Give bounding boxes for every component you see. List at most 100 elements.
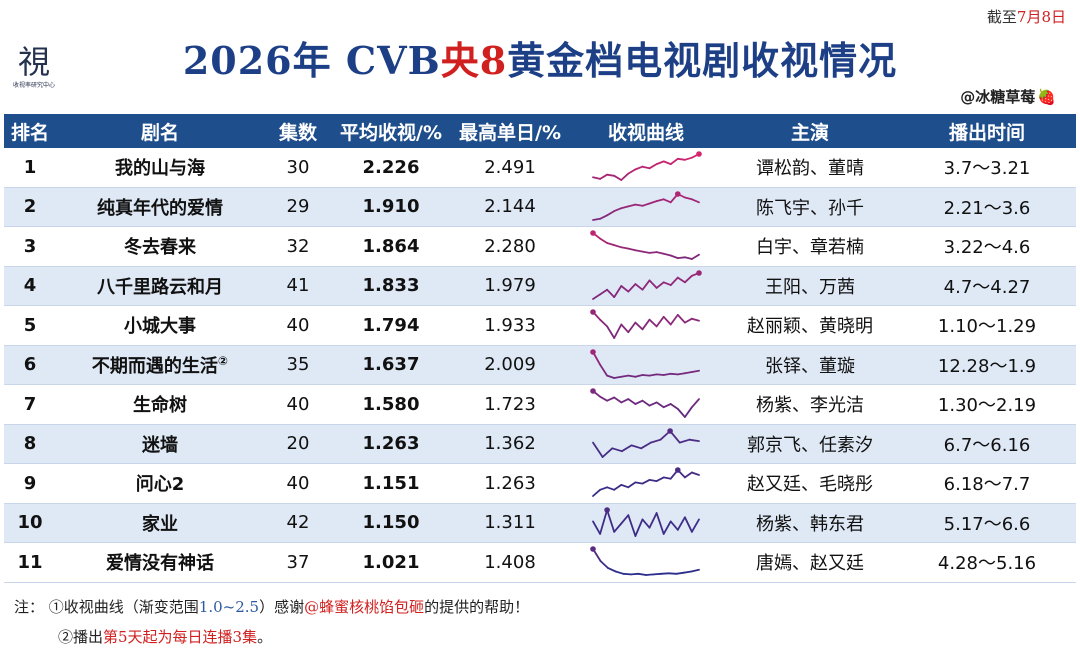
curve-segment — [662, 520, 672, 535]
curve-segment — [684, 157, 693, 161]
row-period-text: 1.10～1.29 — [937, 316, 1037, 338]
row-avg-rating: 1.794 — [332, 305, 450, 346]
curve-segment — [676, 516, 686, 531]
deadline-prefix: 截至 — [986, 8, 1017, 26]
curve-segment — [675, 572, 685, 575]
curve-segment — [620, 398, 630, 404]
rating-curve — [590, 230, 700, 261]
curve-segment — [613, 175, 623, 182]
rating-curve — [592, 427, 700, 458]
row-title-text: 家业 — [142, 513, 178, 535]
curve-segment — [620, 172, 630, 182]
row-title-note: ② — [217, 353, 229, 368]
row-cast: 陈飞宇、孙千 — [722, 187, 898, 227]
rating-curve — [592, 151, 702, 182]
curve-segment — [627, 514, 637, 537]
curve-segment — [620, 484, 630, 489]
curve-segment — [641, 400, 651, 407]
footnote-1: 注： ①收视曲线（渐变范围1.0~2.5）感谢@蜂蜜核桃馅包砸的提供的帮助！ — [14, 592, 529, 622]
row-period: 2.21～3.6 — [898, 187, 1076, 227]
row-curve — [570, 226, 722, 267]
row-title-text: 迷墙 — [142, 434, 178, 456]
curve-segment — [645, 573, 655, 577]
row-title-text: 纯真年代的爱情 — [97, 197, 223, 219]
curve-segment — [613, 484, 623, 491]
curve-segment — [606, 396, 616, 402]
curve-segment — [627, 374, 637, 378]
curve-segment — [669, 158, 679, 166]
row-peak-rating-text: 1.979 — [484, 275, 536, 297]
row-peak-rating: 1.979 — [450, 266, 570, 306]
row-avg-rating: 1.151 — [332, 463, 450, 504]
curve-segment — [599, 319, 609, 328]
curve-segment — [640, 441, 652, 449]
row-cast-text: 白宇、章若楠 — [756, 237, 864, 259]
col-header-peak: 最高单日/% — [450, 114, 570, 148]
row-period-text: 3.7～3.21 — [943, 158, 1031, 180]
row-period: 1.30～2.19 — [898, 384, 1076, 425]
row-avg-rating-text: 1.263 — [362, 433, 420, 455]
curve-segment — [599, 214, 609, 220]
curve-segment — [613, 284, 623, 298]
row-rank-text: 2 — [23, 196, 37, 218]
row-cast-text: 王阳、万茜 — [765, 276, 855, 298]
row-peak-rating-text: 1.263 — [484, 472, 536, 494]
curve-segment — [667, 572, 678, 575]
row-cast: 郭京飞、任素汐 — [722, 424, 898, 464]
row-episodes: 41 — [264, 266, 332, 306]
row-period-text: 4.7～4.27 — [943, 276, 1031, 298]
curve-segment — [613, 323, 623, 340]
row-episodes-text: 40 — [286, 314, 310, 336]
curve-segment — [648, 279, 658, 289]
curve-segment — [620, 444, 633, 452]
row-rank: 10 — [4, 503, 56, 543]
row-title-text: 八千里路云和月 — [97, 276, 223, 298]
curve-segment — [691, 198, 700, 203]
curve-segment — [655, 316, 665, 328]
curve-segment — [599, 508, 609, 535]
curve-segment — [592, 293, 602, 300]
curve-segment — [620, 205, 630, 209]
row-cast: 唐嫣、赵又廷 — [722, 542, 898, 583]
row-peak-rating: 1.311 — [450, 503, 570, 543]
logo: 視 收视率研究中心 — [10, 42, 58, 98]
row-avg-rating-text: 2.226 — [362, 156, 420, 178]
curve-segment — [592, 489, 602, 498]
row-peak-rating-text: 1.311 — [484, 512, 536, 534]
deadline-date: 7月8日 — [1016, 8, 1066, 26]
curve-peak-point — [667, 427, 673, 434]
curve-segment — [652, 573, 662, 576]
row-episodes-text: 42 — [286, 512, 310, 534]
row-period-text: 2.21～3.6 — [943, 197, 1031, 219]
row-cast-text: 谭松韵、董晴 — [756, 158, 864, 180]
row-curve — [570, 305, 722, 346]
ratings-table: 排名 剧名 集数 平均收视/% 最高单日/% 收视曲线 主演 播出时间 1 我的山… — [4, 114, 1076, 583]
row-title: 生命树 — [56, 384, 264, 425]
curve-segment — [669, 520, 679, 531]
row-episodes: 32 — [264, 226, 332, 267]
curve-segment — [627, 247, 637, 252]
row-cast: 赵又廷、毛晓彤 — [722, 463, 898, 504]
row-avg-rating-text: 1.151 — [362, 472, 420, 494]
curve-segment — [599, 237, 609, 245]
footnote-1-text-c: 的提供的帮助！ — [424, 598, 530, 616]
row-title: 爱情没有神话 — [56, 542, 264, 583]
curve-segment — [634, 249, 644, 253]
curve-segment — [592, 176, 602, 181]
row-avg-rating-text: 1.794 — [362, 314, 420, 336]
curve-segment — [684, 516, 693, 533]
row-avg-rating-text: 1.021 — [362, 551, 420, 573]
curve-segment — [607, 567, 617, 573]
row-cast-text: 赵又廷、毛晓彤 — [747, 474, 873, 496]
curve-segment — [606, 209, 616, 216]
row-title: 八千里路云和月 — [56, 266, 264, 306]
row-episodes: 35 — [264, 345, 332, 385]
row-cast: 王阳、万茜 — [722, 266, 898, 306]
curve-segment — [684, 256, 693, 261]
row-title: 冬去春来 — [56, 226, 264, 267]
curve-segment — [683, 570, 693, 574]
deadline-note: 截至7月8日 — [987, 6, 1066, 27]
curve-segment — [648, 479, 658, 483]
curve-segment — [641, 202, 651, 207]
curve-segment — [676, 408, 686, 419]
